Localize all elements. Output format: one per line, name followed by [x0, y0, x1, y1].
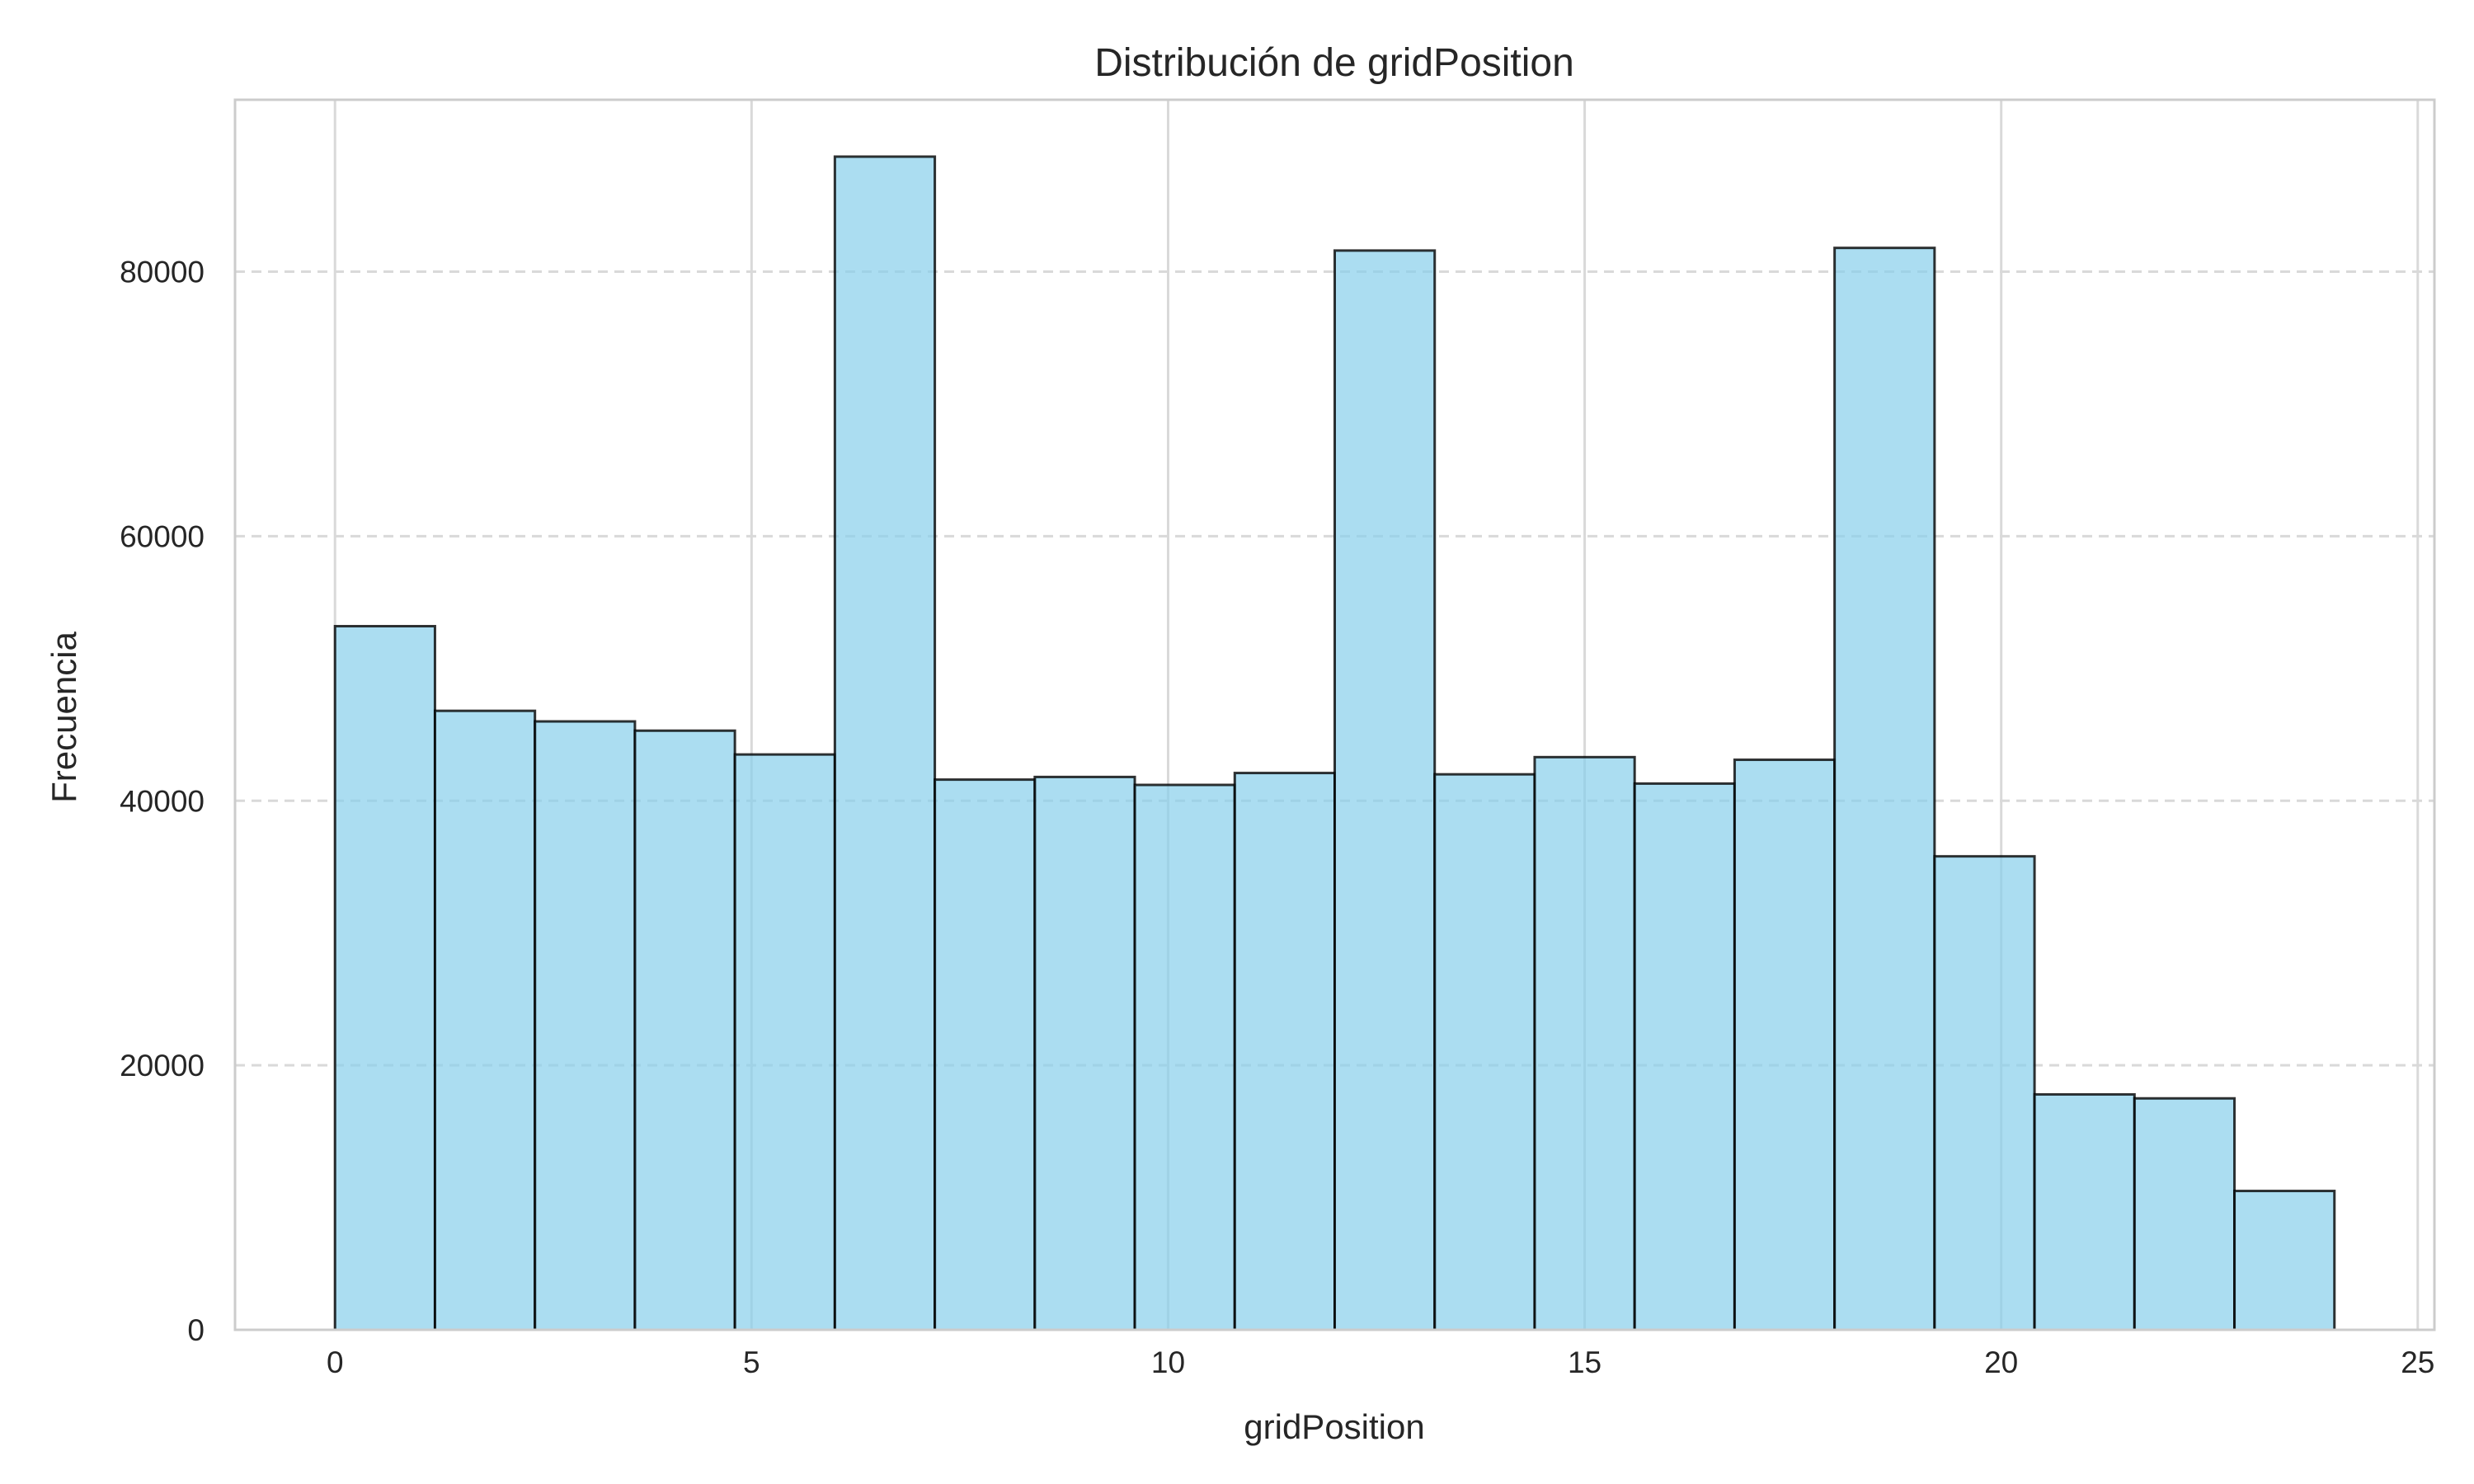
- histogram-bar-0: [333, 625, 436, 1331]
- x-tick-label-3: 15: [1568, 1345, 1602, 1379]
- x-tick-label-4: 20: [1984, 1345, 2018, 1379]
- histogram-bar-1: [433, 709, 537, 1331]
- histogram-bar-6: [934, 778, 1037, 1331]
- histogram-bar-17: [2033, 1092, 2136, 1331]
- x-tick-labels: 0 5 10 15 20 25: [327, 1345, 2434, 1379]
- histogram-bar-11: [1433, 773, 1536, 1331]
- histogram-bar-13: [1633, 782, 1736, 1331]
- histogram-bar-14: [1733, 758, 1837, 1331]
- histogram-bar-15: [1833, 247, 1936, 1331]
- histogram-bars: [333, 155, 2336, 1331]
- chart-title: Distribución de gridPosition: [1094, 41, 1574, 85]
- histogram-bar-5: [833, 155, 937, 1331]
- histogram-bar-18: [2133, 1097, 2236, 1331]
- histogram-bar-19: [2233, 1190, 2336, 1331]
- y-tick-label-0: 0: [187, 1313, 205, 1347]
- y-tick-label-4: 80000: [120, 256, 205, 289]
- histogram-bar-4: [733, 753, 836, 1331]
- histogram-bar-7: [1033, 775, 1136, 1331]
- x-tick-label-5: 25: [2401, 1345, 2434, 1379]
- y-tick-label-1: 20000: [120, 1049, 205, 1082]
- histogram-bar-9: [1233, 772, 1336, 1331]
- y-tick-labels: 0 20000 40000 60000 80000: [120, 256, 205, 1347]
- x-tick-label-1: 5: [743, 1345, 760, 1379]
- histogram-bar-2: [534, 720, 637, 1331]
- y-tick-label-3: 60000: [120, 519, 205, 553]
- histogram-bar-12: [1533, 755, 1636, 1331]
- y-tick-label-2: 40000: [120, 784, 205, 818]
- plot-frame: [233, 98, 2436, 1331]
- x-tick-label-2: 10: [1151, 1345, 1185, 1379]
- x-tick-label-0: 0: [327, 1345, 344, 1379]
- y-axis-label: Frecuencia: [45, 631, 83, 802]
- histogram-bar-8: [1133, 783, 1236, 1331]
- histogram-bar-3: [633, 729, 736, 1331]
- histogram-bar-16: [1933, 855, 2036, 1331]
- histogram-bar-10: [1333, 249, 1437, 1331]
- x-axis-label: gridPosition: [1244, 1407, 1424, 1446]
